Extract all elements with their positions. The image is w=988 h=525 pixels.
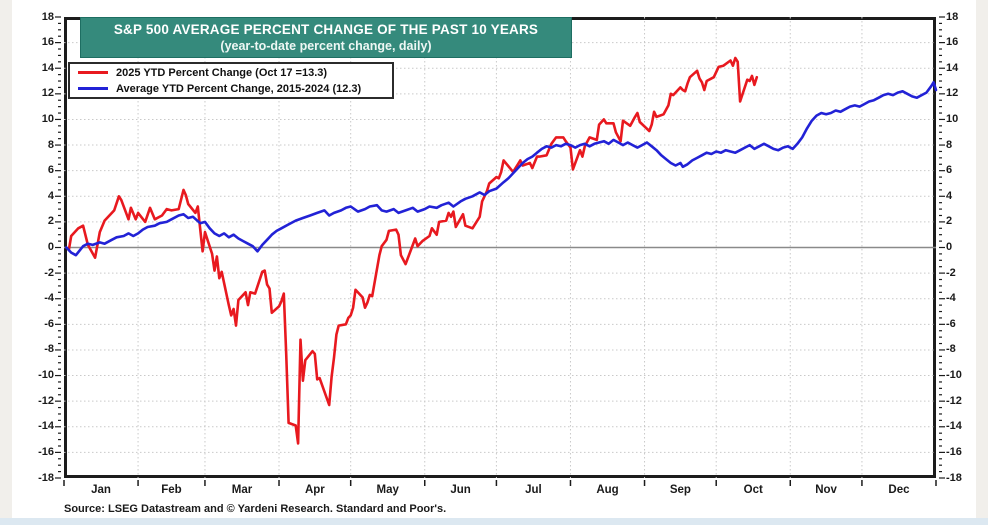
x-axis-label-month: Aug: [596, 484, 619, 496]
y-axis-label-left: -10: [38, 369, 54, 382]
y-axis-label-right: 14: [946, 61, 959, 74]
y-axis-label-left: -6: [44, 317, 54, 330]
y-axis-label-right: -16: [946, 445, 962, 458]
y-axis-label-right: -8: [946, 343, 956, 356]
legend-label-average: Average YTD Percent Change, 2015-2024 (1…: [116, 82, 362, 95]
y-axis-label-left: 10: [41, 112, 54, 125]
y-axis-label-right: 8: [946, 138, 953, 151]
x-axis-label-month: Apr: [304, 484, 325, 496]
y-axis-label-right: -4: [946, 292, 956, 305]
chart-subtitle: (year-to-date percent change, daily): [220, 39, 432, 53]
x-axis-label-month: Mar: [231, 484, 253, 496]
legend-row-2025: 2025 YTD Percent Change (Oct 17 =13.3): [78, 66, 392, 80]
y-axis-label-right: 4: [946, 189, 953, 202]
y-axis-label-left: 12: [41, 87, 54, 100]
chart-title-box: S&P 500 AVERAGE PERCENT CHANGE OF THE PA…: [80, 17, 572, 58]
y-axis-label-left: -12: [38, 394, 54, 407]
page-right-margin: [976, 0, 988, 525]
y-axis-label-left: -14: [38, 420, 54, 433]
x-axis-label-month: Jul: [525, 484, 542, 496]
page-bottom-strip: [0, 518, 988, 525]
source-attribution: Source: LSEG Datastream and © Yardeni Re…: [64, 503, 447, 515]
series-average-line: [65, 81, 938, 257]
y-axis-label-left: -16: [38, 445, 54, 458]
y-axis-label-right: 2: [946, 215, 953, 228]
legend-row-average: Average YTD Percent Change, 2015-2024 (1…: [78, 82, 392, 96]
y-axis-label-left: 4: [47, 189, 54, 202]
blue-line-swatch: [78, 87, 108, 90]
y-axis-label-right: 18: [946, 10, 959, 23]
y-axis-label-right: 10: [946, 112, 959, 125]
y-axis-label-right: -6: [946, 317, 956, 330]
y-axis-label-left: 8: [47, 138, 54, 151]
y-axis-label-right: 0: [946, 241, 953, 253]
series-2025-line: [67, 56, 759, 445]
page-left-margin: [0, 0, 12, 525]
y-axis-label-right: -18: [946, 471, 962, 484]
y-axis-label-left: 14: [41, 61, 54, 74]
y-axis-label-left: 2: [47, 215, 54, 228]
y-axis-label-left: 6: [47, 164, 54, 177]
y-axis-label-right: 16: [946, 36, 959, 49]
y-axis-label-left: -4: [44, 292, 54, 305]
chart-title: S&P 500 AVERAGE PERCENT CHANGE OF THE PA…: [113, 22, 539, 37]
x-axis-label-month: Sep: [669, 484, 691, 496]
y-axis-label-right: -2: [946, 266, 956, 279]
red-line-swatch: [78, 71, 108, 74]
x-axis-label-month: May: [376, 484, 399, 496]
y-axis-label-left: -18: [38, 471, 54, 484]
x-axis-label-month: Feb: [161, 484, 182, 496]
y-axis-label-left: -8: [44, 343, 54, 356]
y-axis-label-left: 0: [47, 241, 54, 253]
y-axis-label-right: -12: [946, 394, 962, 407]
x-axis-label-month: Jan: [91, 484, 111, 496]
chart-legend: 2025 YTD Percent Change (Oct 17 =13.3) A…: [68, 62, 394, 99]
legend-label-2025: 2025 YTD Percent Change (Oct 17 =13.3): [116, 66, 328, 79]
y-axis-label-right: -14: [946, 420, 962, 433]
y-axis-label-right: 6: [946, 164, 953, 177]
x-axis-label-month: Jun: [450, 484, 471, 496]
y-axis-label-right: 12: [946, 87, 959, 100]
x-axis-label-month: Oct: [743, 484, 763, 496]
y-axis-label-left: -2: [44, 266, 54, 279]
y-axis-label-left: 18: [41, 10, 54, 23]
y-axis-label-right: -10: [946, 369, 962, 382]
x-axis-label-month: Nov: [815, 484, 837, 496]
y-axis-label-left: 16: [41, 36, 54, 49]
x-axis-label-month: Dec: [888, 484, 910, 496]
